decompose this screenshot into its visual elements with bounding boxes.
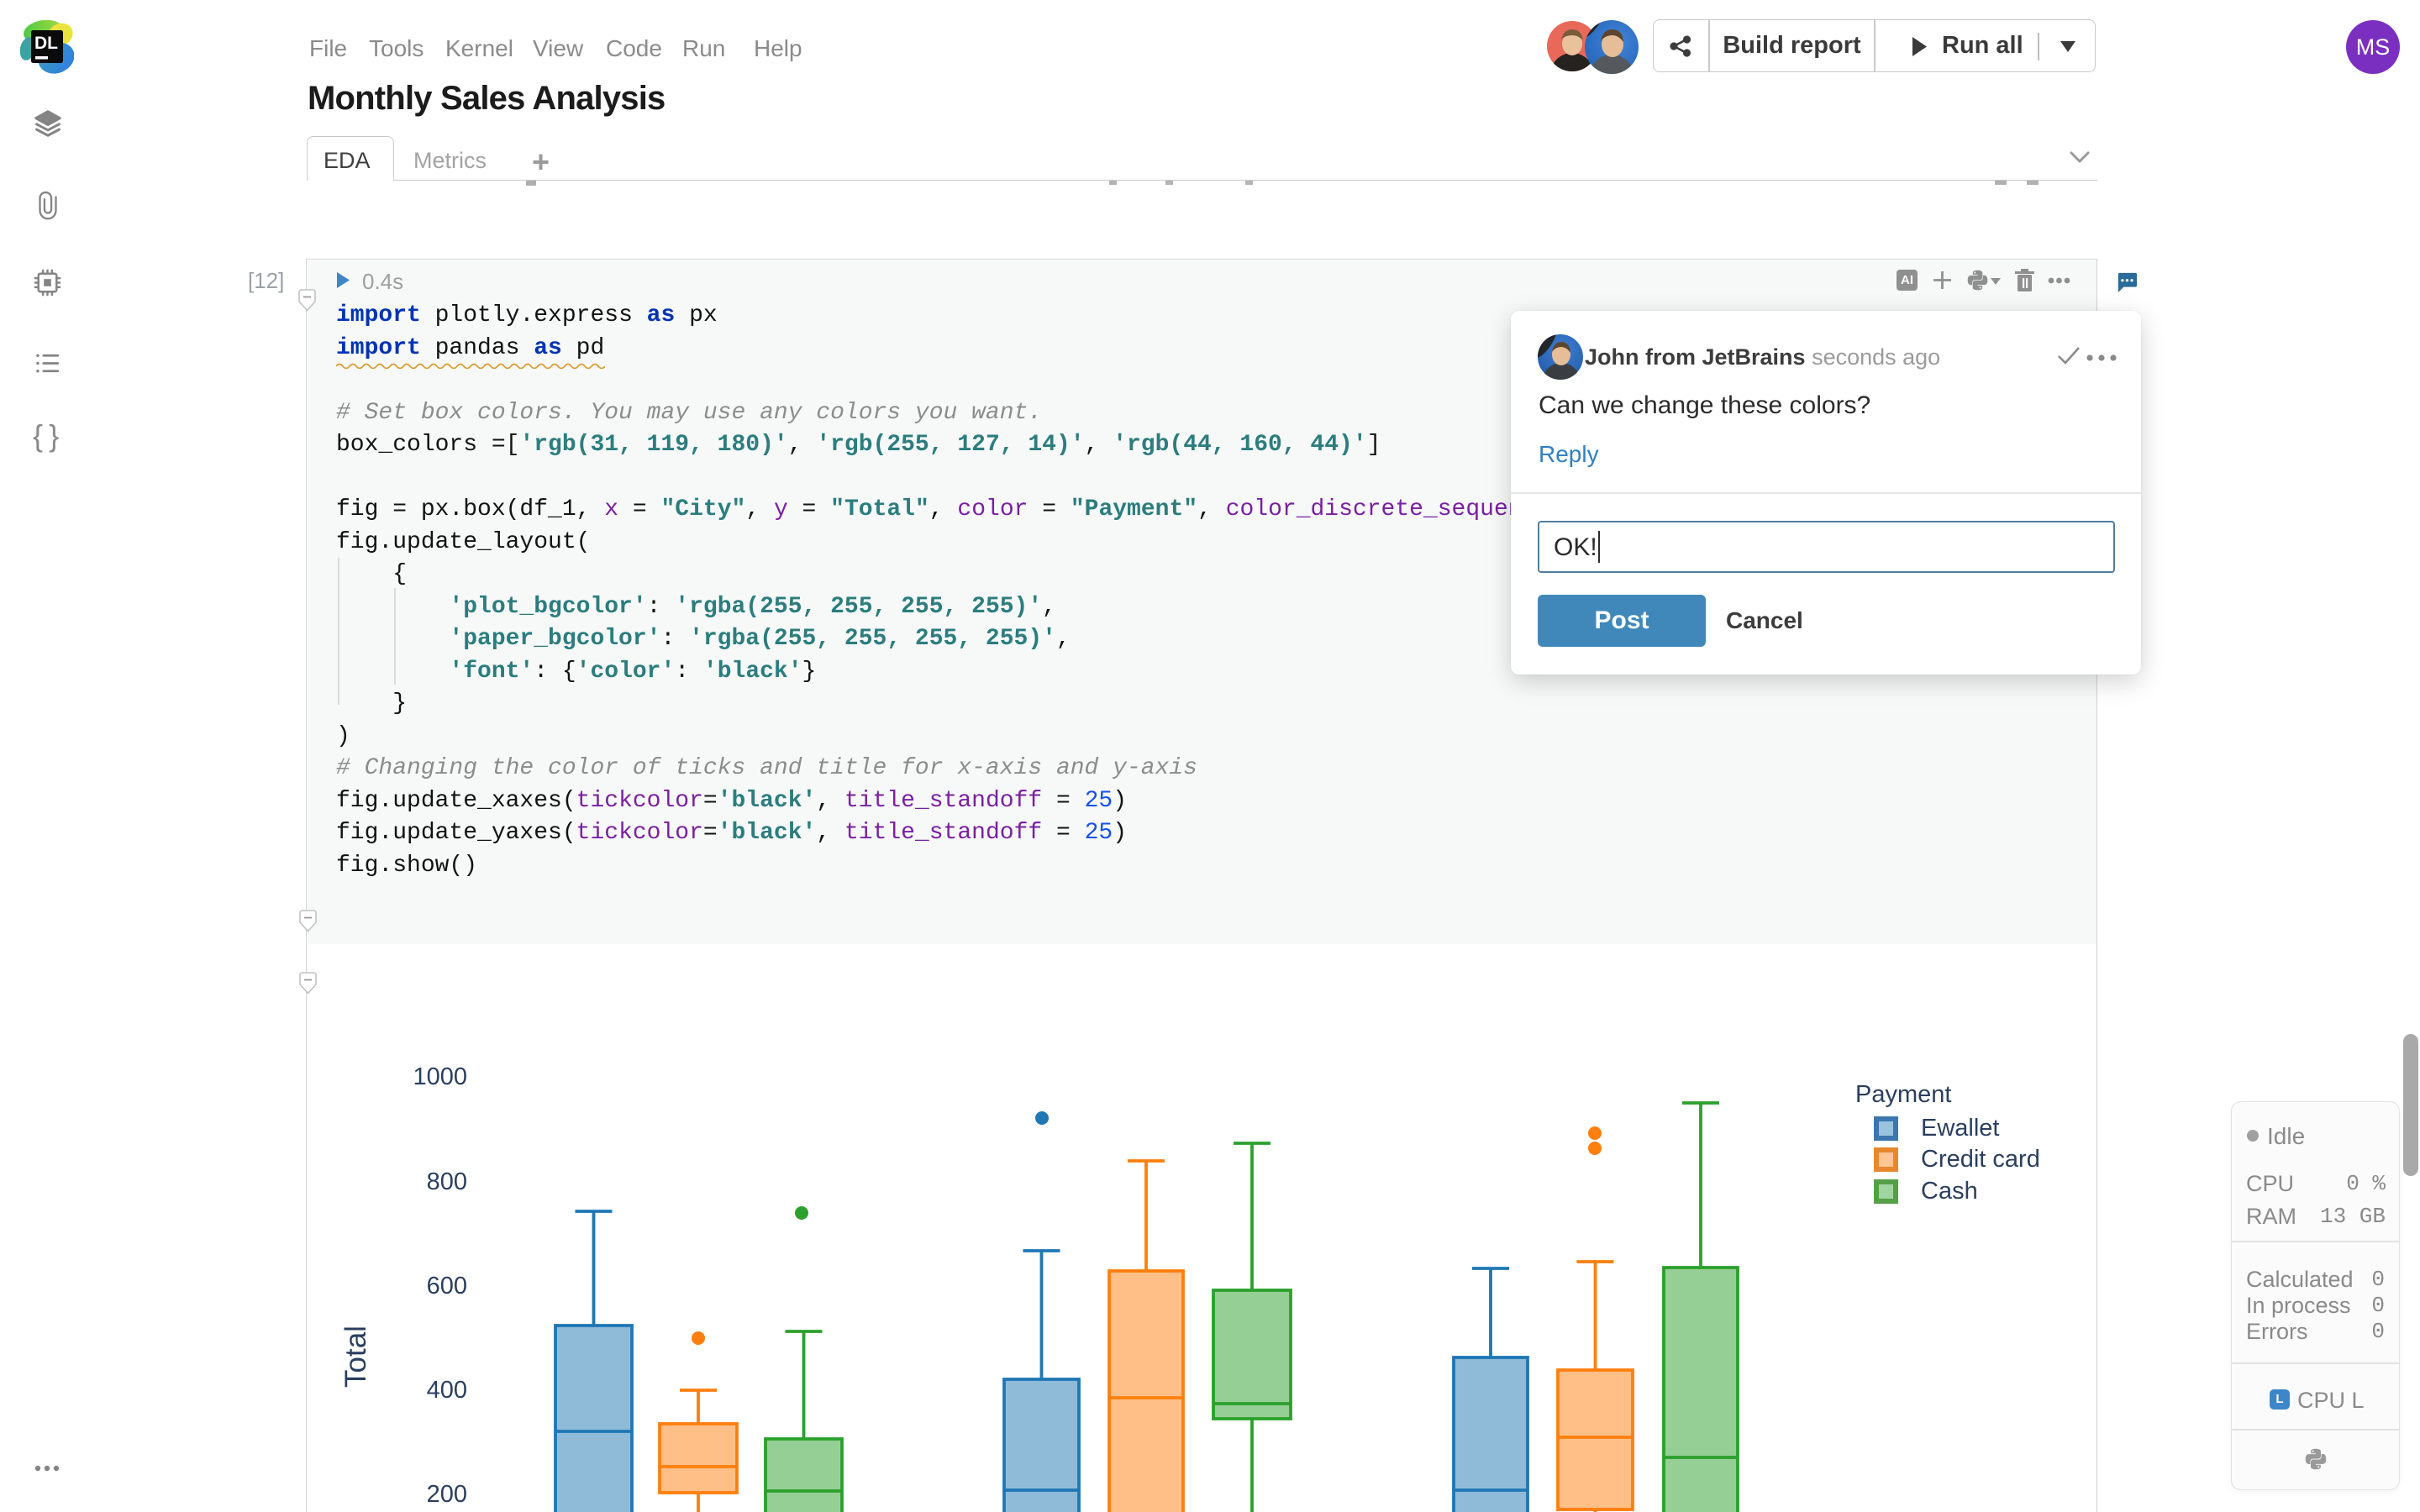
svg-text:DL: DL	[34, 34, 58, 53]
